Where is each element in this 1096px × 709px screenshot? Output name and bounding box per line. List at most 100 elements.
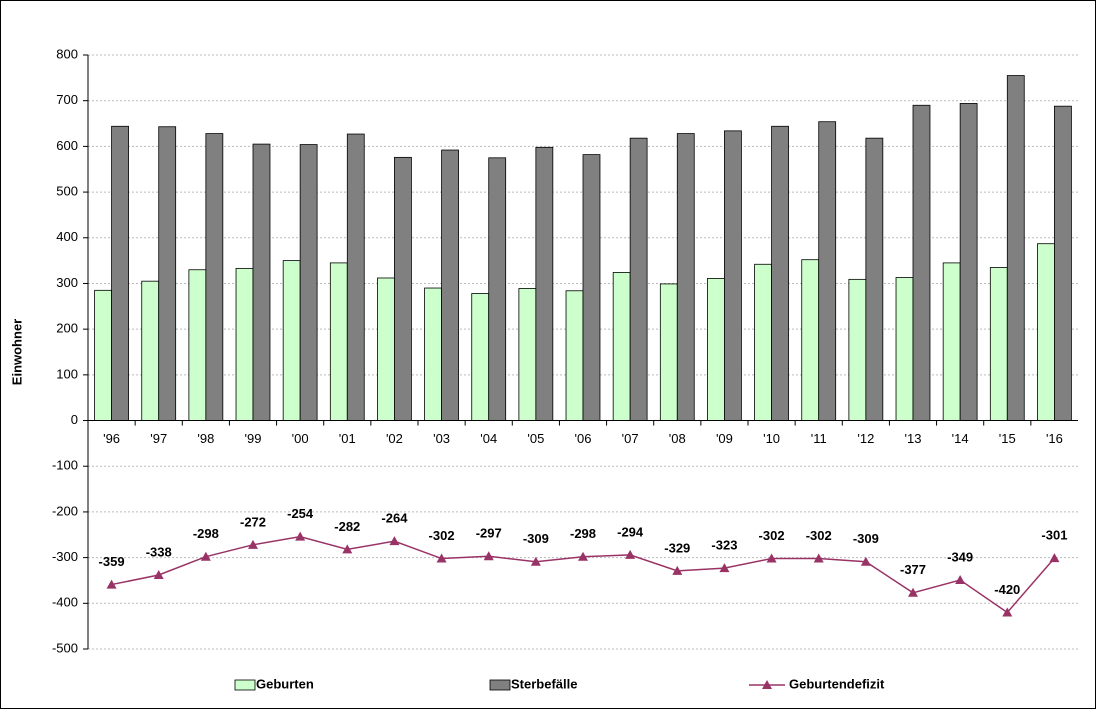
data-label: -301 xyxy=(1041,528,1067,543)
data-label: -302 xyxy=(429,528,455,543)
marker xyxy=(1049,553,1060,563)
data-label: -298 xyxy=(193,526,219,541)
marker xyxy=(719,563,730,573)
bar xyxy=(299,144,318,421)
y-tick-label: 0 xyxy=(71,412,78,427)
marker xyxy=(578,551,588,561)
bar xyxy=(565,290,584,421)
marker xyxy=(153,569,164,579)
x-tick-label: '14 xyxy=(952,431,969,446)
y-tick-label: -300 xyxy=(52,549,78,564)
x-tick-label: '11 xyxy=(811,431,827,446)
marker xyxy=(860,556,871,566)
data-label: -298 xyxy=(570,526,596,541)
legend-label: Geburtendefizit xyxy=(789,676,885,691)
y-tick-label: -200 xyxy=(52,503,78,518)
x-tick-label: '00 xyxy=(292,431,309,446)
x-tick-label: '12 xyxy=(857,431,874,446)
data-label: -302 xyxy=(759,528,785,543)
x-tick-label: '98 xyxy=(197,431,214,446)
y-tick-label: 100 xyxy=(56,366,78,381)
data-label: -254 xyxy=(287,506,314,521)
y-tick-label: -500 xyxy=(52,640,78,655)
data-label: -282 xyxy=(334,519,360,534)
bar xyxy=(205,133,224,421)
data-label: -309 xyxy=(523,531,549,546)
x-tick-label: '02 xyxy=(386,431,403,446)
x-tick-label: '08 xyxy=(669,431,686,446)
y-tick-label: 200 xyxy=(56,321,78,336)
data-label: -338 xyxy=(146,544,172,559)
marker xyxy=(813,553,824,563)
marker xyxy=(672,565,683,575)
marker xyxy=(1002,607,1013,617)
legend-swatch xyxy=(234,679,256,691)
bar xyxy=(912,104,931,421)
x-tick-label: '15 xyxy=(999,431,1016,446)
bar xyxy=(377,277,395,421)
data-label: -294 xyxy=(617,524,644,539)
bar xyxy=(111,125,129,421)
y-axis-title: Einwohner xyxy=(9,319,24,385)
bar xyxy=(441,149,459,421)
bar xyxy=(707,278,725,421)
y-tick-label: 500 xyxy=(56,184,78,199)
y-tick-label: 800 xyxy=(56,46,78,61)
x-tick-label: '05 xyxy=(527,431,544,446)
data-label: -359 xyxy=(99,554,125,569)
bar xyxy=(629,137,648,421)
y-tick-label: 400 xyxy=(56,229,78,244)
bar xyxy=(989,267,1008,421)
bar xyxy=(848,278,867,421)
x-tick-label: '04 xyxy=(480,431,497,446)
bar xyxy=(771,125,789,421)
data-label: -377 xyxy=(900,562,926,577)
x-tick-label: '16 xyxy=(1046,431,1063,446)
marker xyxy=(908,587,918,597)
x-tick-label: '96 xyxy=(103,431,120,446)
marker xyxy=(342,544,353,554)
marker xyxy=(200,551,211,561)
bar xyxy=(1054,105,1072,421)
x-tick-label: '13 xyxy=(905,431,922,446)
legend-marker xyxy=(762,680,772,689)
marker xyxy=(295,531,306,541)
bar xyxy=(188,269,207,421)
x-tick-label: '10 xyxy=(763,431,780,446)
x-tick-label: '03 xyxy=(433,431,450,446)
bar xyxy=(959,103,978,421)
marker xyxy=(483,551,494,561)
marker xyxy=(530,556,541,566)
marker xyxy=(436,553,447,563)
data-label: -302 xyxy=(806,528,832,543)
data-label: -297 xyxy=(476,526,502,541)
bar xyxy=(94,289,112,421)
data-label: -309 xyxy=(853,531,879,546)
x-tick-label: '01 xyxy=(339,431,356,446)
marker xyxy=(248,539,258,549)
bar xyxy=(1006,75,1025,421)
data-label: -264 xyxy=(381,511,408,526)
bar xyxy=(424,287,442,421)
bar xyxy=(659,283,678,421)
bar xyxy=(754,263,772,421)
bar xyxy=(676,133,695,421)
bar xyxy=(582,154,601,421)
y-tick-label: -100 xyxy=(52,458,78,473)
legend-label: Geburten xyxy=(256,676,314,691)
bar xyxy=(518,288,537,421)
data-label: -420 xyxy=(994,582,1020,597)
bar xyxy=(818,121,837,421)
marker xyxy=(106,579,117,589)
data-label: -272 xyxy=(240,514,266,529)
data-label: -329 xyxy=(664,540,690,555)
bar xyxy=(158,126,177,421)
bar xyxy=(235,267,254,421)
x-tick-label: '07 xyxy=(622,431,639,446)
marker xyxy=(955,575,966,585)
x-tick-label: '09 xyxy=(716,431,733,446)
x-tick-label: '99 xyxy=(245,431,262,446)
bar xyxy=(394,156,412,421)
legend-swatch xyxy=(489,679,511,691)
